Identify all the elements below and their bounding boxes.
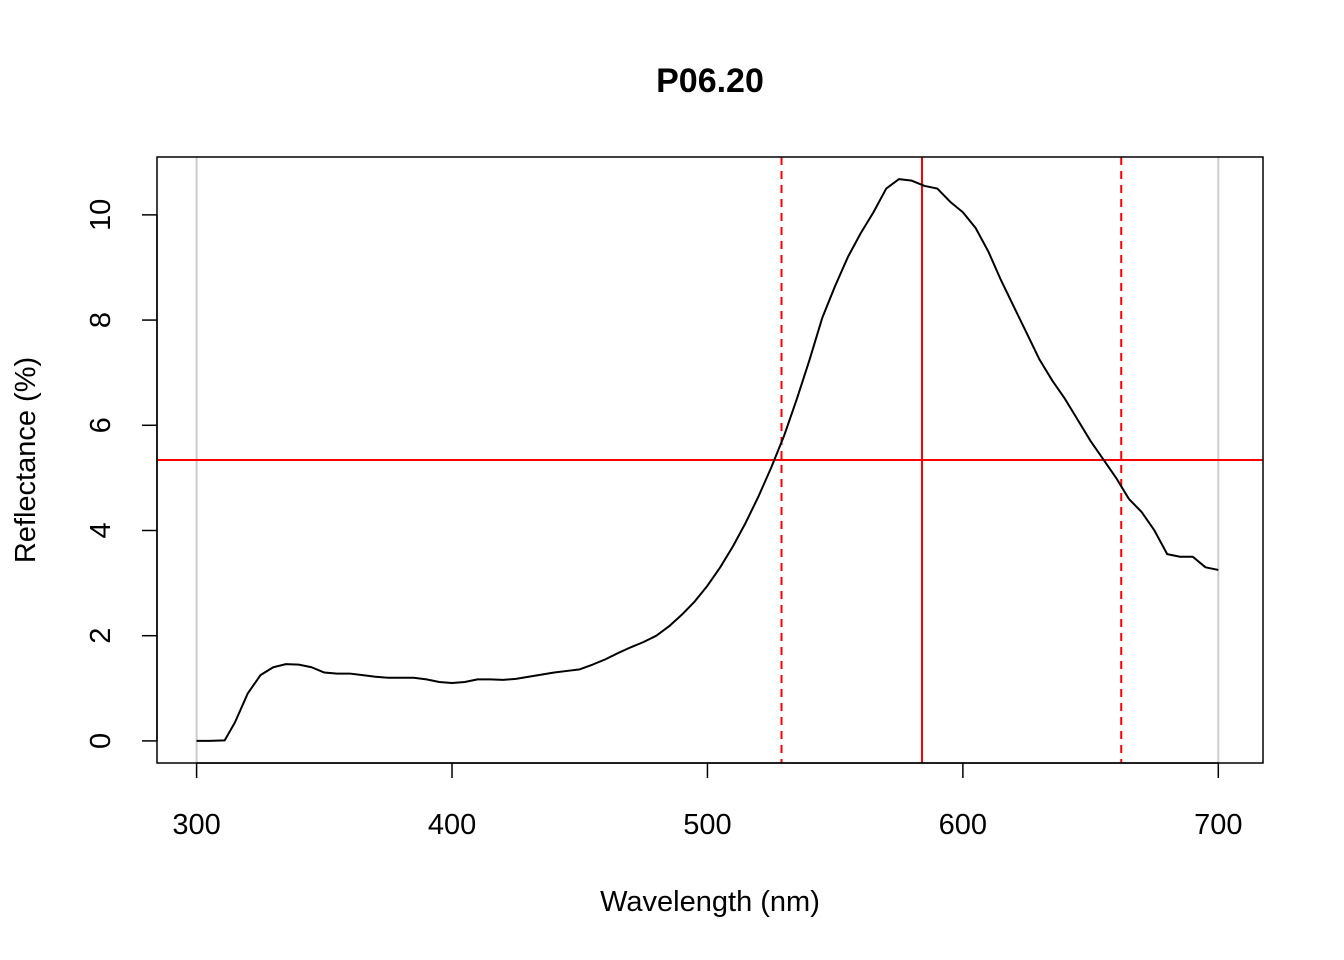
- y-tick-label: 4: [85, 522, 117, 538]
- y-tick-label: 6: [85, 417, 117, 433]
- reflectance-series-line: [196, 178, 1219, 742]
- x-tick-label: 700: [1194, 809, 1242, 841]
- y-tick-label: 10: [85, 199, 117, 231]
- reference-lines: [157, 157, 1263, 763]
- x-axis: 300 400 500 600 700: [172, 762, 1242, 841]
- x-tick-label: 600: [939, 809, 987, 841]
- chart-title: P06.20: [656, 62, 764, 100]
- y-axis: 0 2 4 6 8 10: [85, 199, 158, 749]
- y-tick-label: 8: [85, 312, 117, 328]
- x-tick-label: 300: [172, 809, 220, 841]
- x-tick-label: 400: [428, 809, 476, 841]
- y-tick-label: 0: [85, 733, 117, 749]
- series-layer: [196, 178, 1219, 742]
- x-tick-label: 500: [683, 809, 731, 841]
- y-tick-label: 2: [85, 628, 117, 644]
- x-axis-label: Wavelength (nm): [600, 886, 820, 918]
- y-axis-label: Reflectance (%): [10, 357, 42, 563]
